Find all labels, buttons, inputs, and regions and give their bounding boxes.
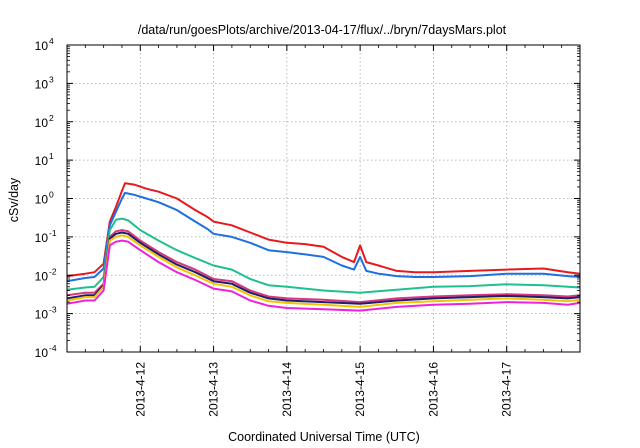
y-tick-label: 10 <box>35 231 49 245</box>
x-tick-label: 2013-4-17 <box>500 362 514 417</box>
y-tick-exponent: 1 <box>49 151 54 161</box>
y-tick-label: 10 <box>35 77 49 91</box>
series-layer <box>66 182 581 312</box>
series-line-6 <box>66 234 581 308</box>
x-tick-label: 2013-4-15 <box>353 362 367 417</box>
y-axis-title: cSv/day <box>7 177 21 222</box>
chart-title: /data/run/goesPlots/archive/2013-04-17/f… <box>138 23 507 37</box>
x-tick-label: 2013-4-13 <box>207 362 221 417</box>
y-tick-label: 10 <box>35 346 49 360</box>
grid <box>67 45 580 352</box>
y-tick-exponent: 4 <box>49 36 54 46</box>
series-line-4 <box>66 229 581 304</box>
y-tick-exponent: -1 <box>49 228 57 238</box>
y-tick-label: 10 <box>35 193 49 207</box>
x-tick-label: 2013-4-16 <box>426 362 440 417</box>
y-tick-exponent: -4 <box>49 343 57 353</box>
x-axis-title: Coordinated Universal Time (UTC) <box>228 430 420 444</box>
series-line-7 <box>66 239 581 312</box>
y-tick-label: 10 <box>35 154 49 168</box>
y-tick-exponent: -3 <box>49 305 57 315</box>
y-tick-exponent: 0 <box>49 190 54 200</box>
series-line-3 <box>66 217 581 294</box>
x-tick-label: 2013-4-14 <box>280 362 294 417</box>
y-tick-label: 10 <box>35 39 49 53</box>
y-tick-exponent: -2 <box>49 266 57 276</box>
y-tick-label: 10 <box>35 116 49 130</box>
series-line-5 <box>66 231 581 305</box>
series-line-2 <box>66 191 581 283</box>
y-tick-label: 10 <box>35 269 49 283</box>
y-tick-exponent: 3 <box>49 74 54 84</box>
x-tick-label: 2013-4-12 <box>133 362 147 417</box>
y-tick-exponent: 2 <box>49 113 54 123</box>
y-tick-label: 10 <box>35 308 49 322</box>
series-line-1 <box>66 182 581 278</box>
